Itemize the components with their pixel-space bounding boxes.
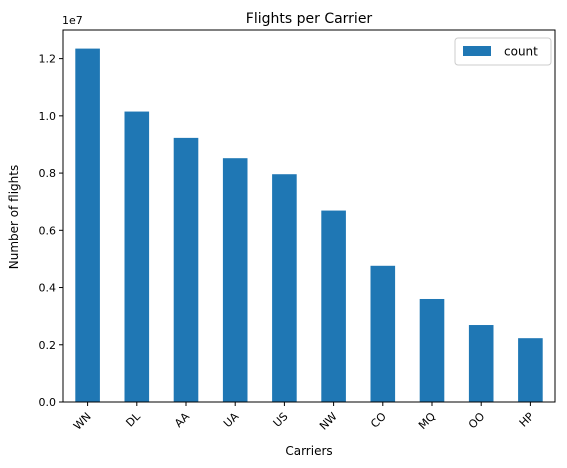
x-axis-label: Carriers <box>285 444 332 458</box>
x-tick-label: DL <box>123 409 143 429</box>
x-axis-ticks: WN DL AA UA US NW CO MQ OO HP <box>71 402 537 433</box>
y-axis-label: Number of flights <box>7 165 21 269</box>
legend-swatch <box>463 46 491 56</box>
x-tick-label: NW <box>317 410 340 433</box>
bar-oo <box>468 325 494 402</box>
y-tick-label: 0.0 <box>39 396 57 409</box>
y-axis-ticks: 0.0 0.2 0.4 0.6 0.8 1.0 1.2 <box>39 53 63 409</box>
legend: count <box>454 37 552 66</box>
plot-frame <box>62 29 556 403</box>
x-tick-label: UA <box>221 410 242 431</box>
y-tick-label: 1.2 <box>39 53 57 66</box>
y-tick-label: 0.4 <box>39 282 57 295</box>
y-tick-label: 0.8 <box>39 167 57 180</box>
bar-co <box>370 265 396 402</box>
bar-dl <box>124 111 150 403</box>
chart-title: Flights per Carrier <box>246 11 373 27</box>
bar-mq <box>419 298 445 402</box>
x-tick-label: CO <box>368 410 389 431</box>
x-tick-label: US <box>271 410 291 430</box>
bar-nw <box>321 210 346 402</box>
x-tick-label: OO <box>466 410 488 432</box>
y-tick-label: 0.6 <box>39 224 57 237</box>
x-tick-label: WN <box>71 410 94 433</box>
y-tick-label: 1.0 <box>39 110 57 123</box>
bar-wn <box>75 48 100 402</box>
x-tick-label: HP <box>517 410 537 430</box>
bars-group <box>75 48 543 403</box>
x-tick-label: MQ <box>416 410 438 432</box>
bar-us <box>272 174 297 402</box>
legend-label: count <box>504 45 538 59</box>
legend-frame <box>454 37 552 66</box>
y-axis-scale-label: 1e7 <box>62 14 83 27</box>
bar-ua <box>222 158 248 402</box>
x-tick-label: AA <box>172 410 192 430</box>
bar-hp <box>518 338 543 402</box>
y-tick-label: 0.2 <box>39 339 57 352</box>
bar-aa <box>173 137 199 402</box>
